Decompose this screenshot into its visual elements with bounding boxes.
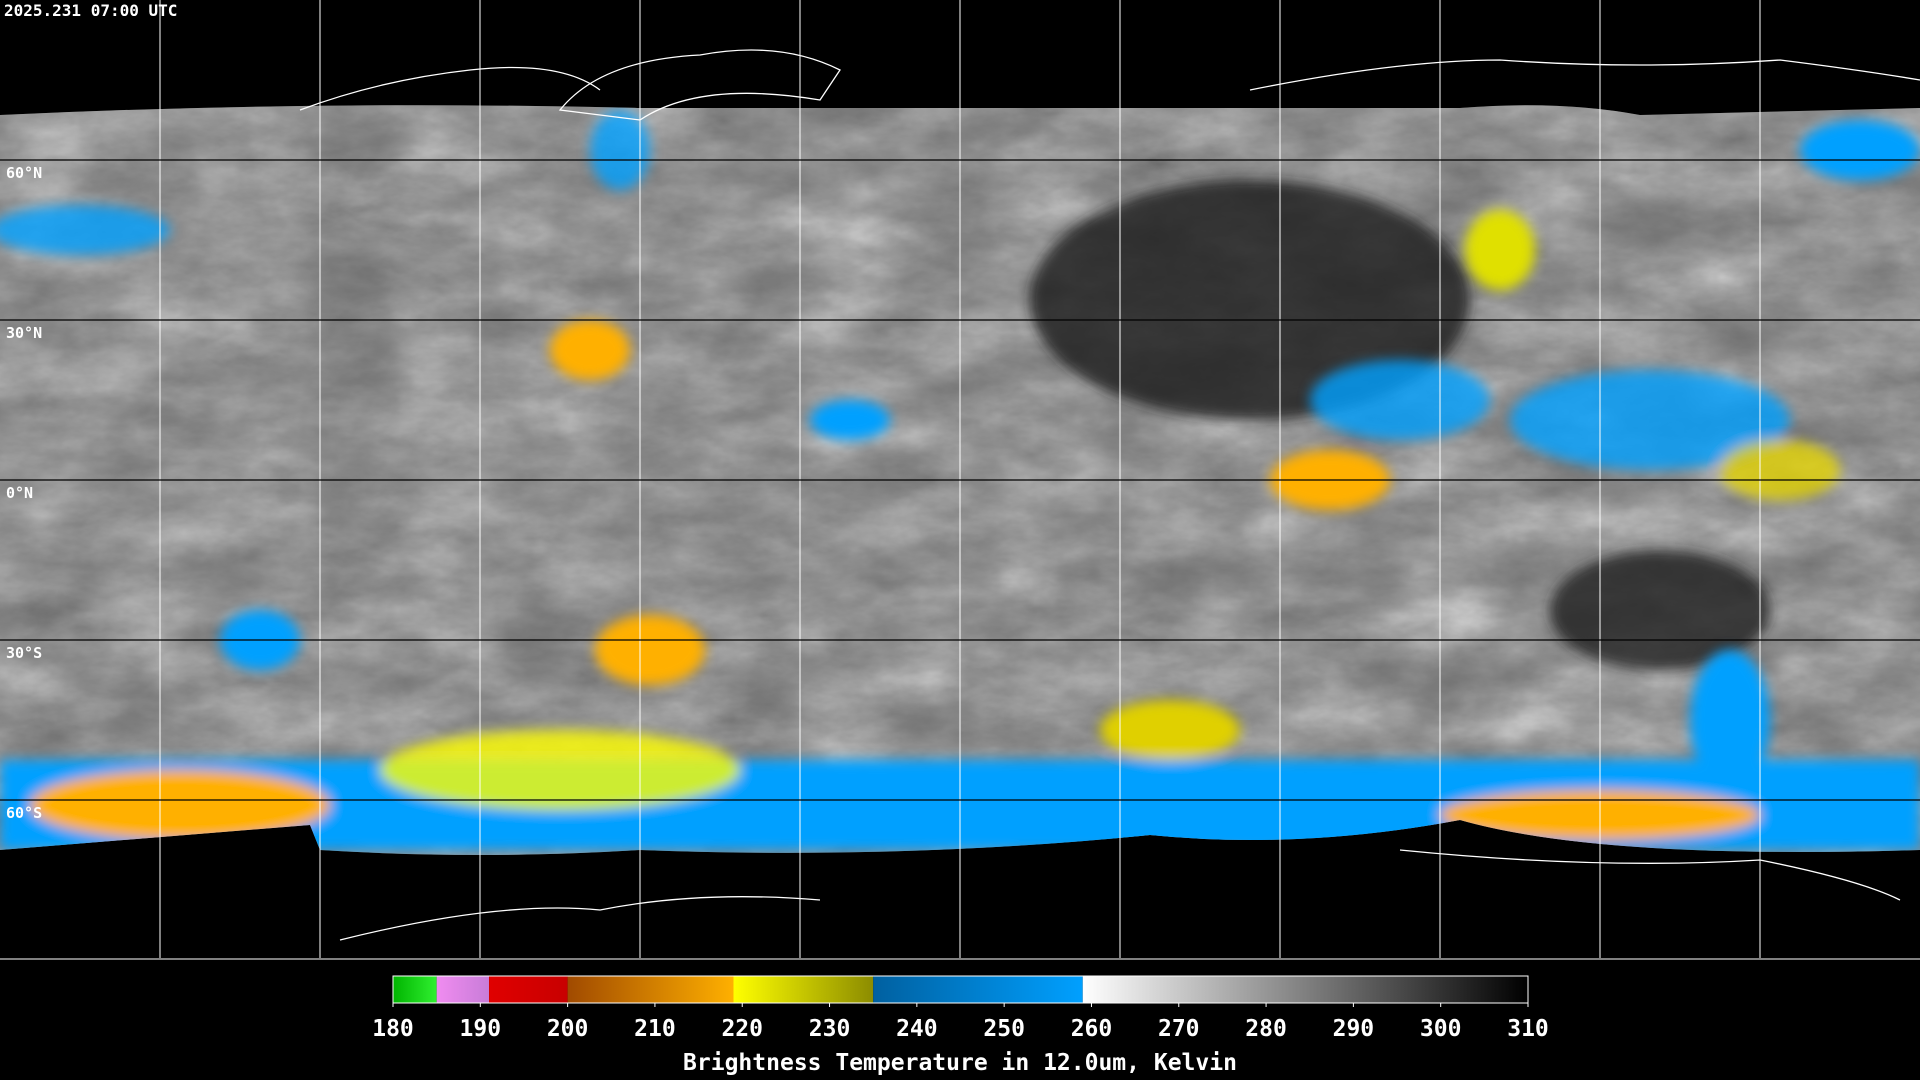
colorbar-tick-label: 270 <box>1158 1016 1200 1042</box>
colorbar-segment <box>1082 976 1528 1003</box>
colorbar-segment <box>489 976 568 1003</box>
latitude-label: 30°N <box>6 324 42 342</box>
latitude-label: 60°N <box>6 164 42 182</box>
colorbar-tick-label: 300 <box>1420 1016 1462 1042</box>
colorbar-tick-label: 220 <box>721 1016 763 1042</box>
colorbar-tick-label: 260 <box>1071 1016 1113 1042</box>
dry-region <box>1030 180 1470 420</box>
colorbar-tick-label: 280 <box>1245 1016 1287 1042</box>
latitude-label: 30°S <box>6 644 42 662</box>
coastlines <box>299 49 1920 941</box>
colorbar-tick-label: 190 <box>460 1016 502 1042</box>
colorbar-tick-label: 230 <box>809 1016 851 1042</box>
colorbar-title: Brightness Temperature in 12.0um, Kelvin <box>683 1050 1237 1076</box>
graticule: 60°N 30°N 0°N 30°S 60°S <box>0 0 1920 960</box>
colorbar-tick-label: 240 <box>896 1016 938 1042</box>
colorbar-segment <box>873 976 1083 1003</box>
colorbar-segment <box>436 976 490 1003</box>
timestamp: 2025.231 07:00 UTC <box>4 1 177 20</box>
colorbar-tick-label: 180 <box>372 1016 414 1042</box>
colorbar-segment <box>393 976 437 1003</box>
colorbar-tick-label: 250 <box>983 1016 1025 1042</box>
colorbar-tick-label: 200 <box>547 1016 589 1042</box>
latitude-label: 0°N <box>6 484 33 502</box>
latitude-label: 60°S <box>6 804 42 822</box>
colorbar-tick-label: 310 <box>1507 1016 1549 1042</box>
colorbar-tick-label: 210 <box>634 1016 676 1042</box>
colorbar-segment <box>567 976 734 1003</box>
colorbar: 180 190 200 210 220 230 240 250 260 270 280 290 300 3… <box>372 975 1549 1042</box>
colorbar-segment <box>733 976 874 1003</box>
colorbar-frame <box>392 975 1529 1004</box>
colorbar-tick-label: 290 <box>1333 1016 1375 1042</box>
